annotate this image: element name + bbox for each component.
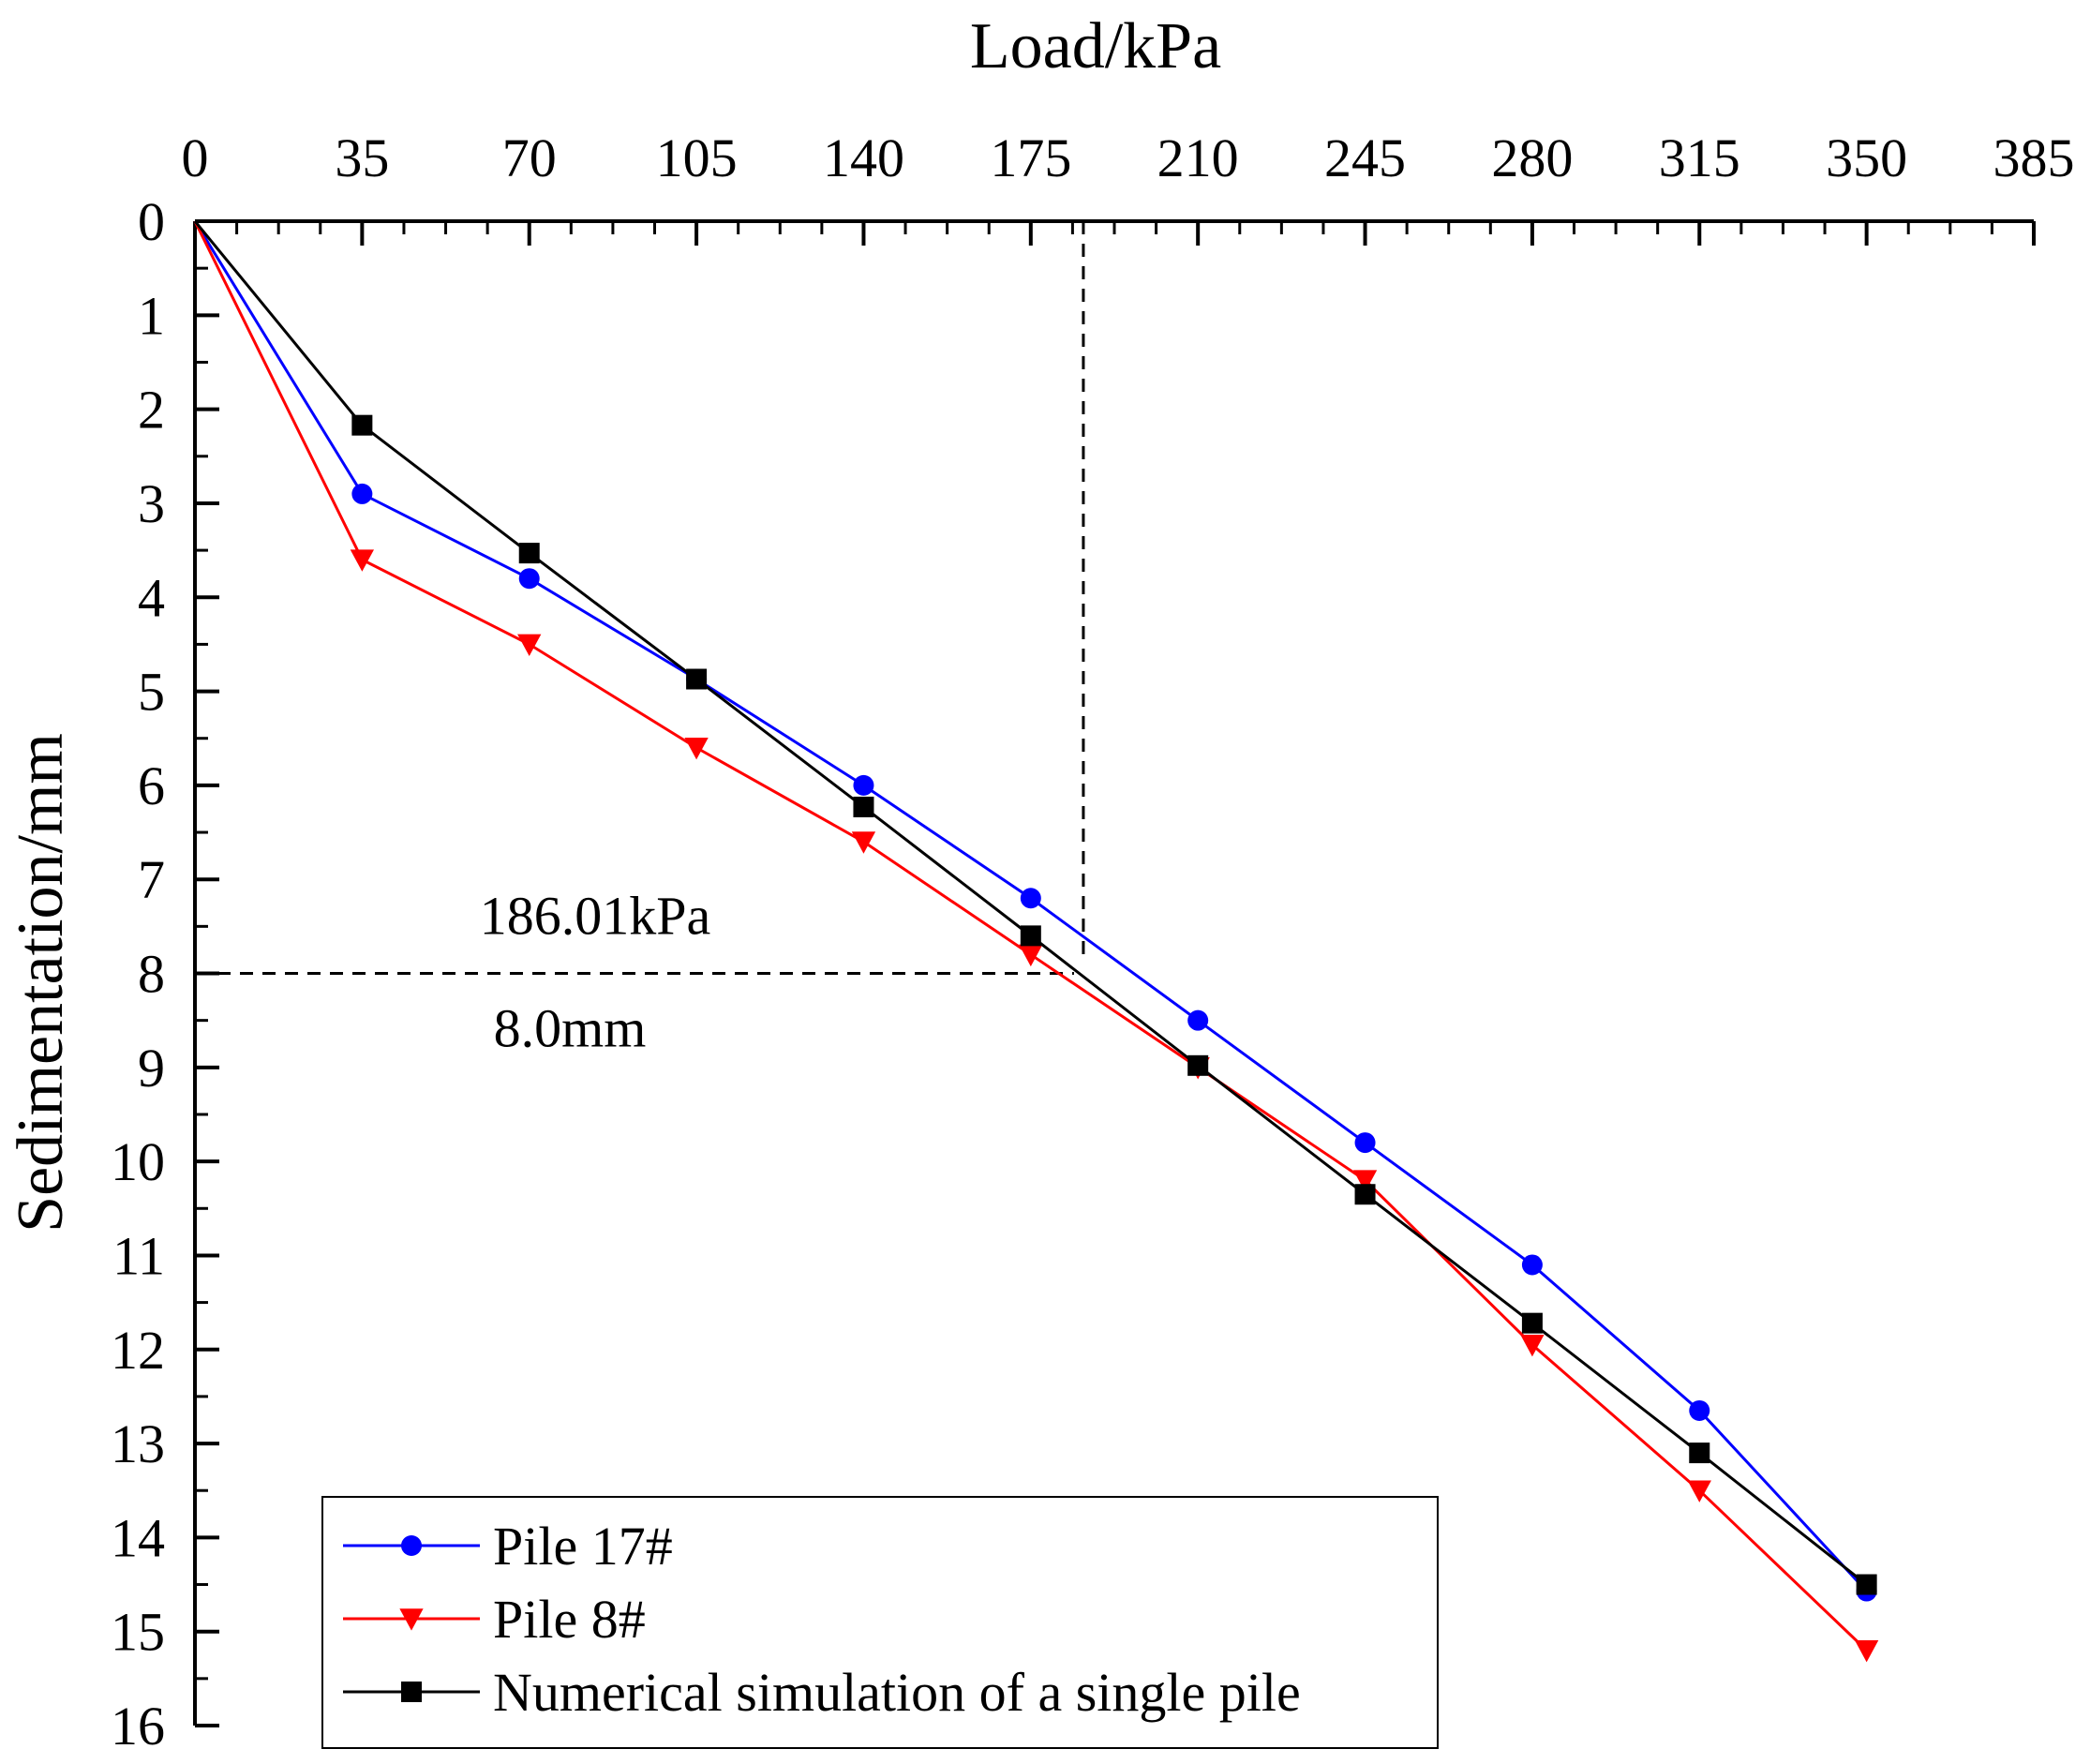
- y-tick-label: 0: [138, 191, 165, 252]
- reference-lines: [195, 221, 1085, 975]
- legend-marker: [401, 1682, 422, 1702]
- y-tick-label: 9: [138, 1038, 165, 1099]
- y-axis-title: Sedimentation/mm: [5, 733, 77, 1233]
- y-tick-label: 1: [138, 285, 165, 346]
- data-point: [1020, 888, 1041, 909]
- data-point: [684, 737, 709, 760]
- data-point: [1187, 1054, 1209, 1076]
- series-2: [193, 220, 1879, 1663]
- x-tick-label: 245: [1324, 127, 1406, 188]
- x-tick-label: 140: [823, 127, 904, 188]
- data-point: [1187, 1009, 1209, 1031]
- series-3: [193, 220, 1877, 1595]
- data-point: [1354, 1132, 1376, 1154]
- reference-load-label: 186.01kPa: [480, 886, 711, 947]
- y-tick-label: 12: [111, 1320, 165, 1381]
- data-point: [853, 796, 874, 817]
- x-tick-label: 175: [990, 127, 1071, 188]
- data-point: [1856, 1574, 1877, 1595]
- data-point: [1687, 1480, 1711, 1502]
- y-tick-label: 3: [138, 473, 165, 534]
- data-point: [351, 414, 373, 436]
- x-tick-label: 70: [502, 127, 557, 188]
- data-point: [351, 483, 373, 504]
- data-point: [517, 634, 542, 657]
- legend-marker: [399, 1608, 424, 1631]
- data-point: [851, 831, 876, 854]
- data-point: [518, 568, 540, 590]
- y-tick-label: 8: [138, 944, 165, 1005]
- x-tick-label: 210: [1157, 127, 1239, 188]
- x-tick-label: 315: [1659, 127, 1740, 188]
- data-point: [1689, 1399, 1710, 1421]
- data-point: [1689, 1443, 1710, 1464]
- series-group: [193, 220, 1879, 1663]
- legend-items: Pile 17# Pile 8# Numerical simulation of a…: [343, 1516, 1301, 1723]
- y-tick-label: 10: [111, 1131, 165, 1192]
- y-tick-label: 7: [138, 849, 165, 910]
- data-point: [1352, 1170, 1378, 1192]
- legend: Pile 17# Pile 8# Numerical simulation of a…: [321, 1496, 1439, 1749]
- legend-item: Numerical simulation of a single pile: [343, 1662, 1301, 1723]
- y-tick-label: 4: [138, 567, 165, 628]
- x-tick-label: 385: [1993, 127, 2075, 188]
- data-point: [350, 549, 375, 572]
- data-point: [1020, 925, 1041, 947]
- axes: 0 35 70 105 140 175 210 245 280 315 350 38501234567…: [111, 127, 2075, 1757]
- data-point: [1521, 1254, 1543, 1276]
- legend-label: Pile 8#: [493, 1589, 646, 1650]
- x-tick-label: 35: [335, 127, 389, 188]
- legend-item: Pile 17#: [343, 1516, 673, 1577]
- x-tick-label: 105: [656, 127, 738, 188]
- y-tick-label: 14: [111, 1507, 165, 1568]
- data-point: [1521, 1312, 1543, 1334]
- legend-label: Pile 17#: [493, 1516, 673, 1577]
- x-tick-label: 0: [182, 127, 209, 188]
- data-point: [1019, 944, 1043, 967]
- y-tick-label: 11: [112, 1225, 165, 1286]
- legend-marker: [401, 1535, 422, 1556]
- y-tick-label: 5: [138, 662, 165, 723]
- x-tick-label: 350: [1826, 127, 1907, 188]
- data-point: [853, 774, 874, 796]
- series-1: [193, 220, 1877, 1602]
- data-point: [518, 543, 540, 564]
- reference-settlement-label: 8.0mm: [494, 998, 647, 1059]
- x-tick-label: 280: [1491, 127, 1573, 188]
- x-axis-title: Load/kPa: [970, 10, 1221, 82]
- y-tick-label: 16: [111, 1696, 165, 1757]
- legend-label: Numerical simulation of a single pile: [493, 1662, 1301, 1723]
- y-tick-label: 13: [111, 1413, 165, 1474]
- legend-item: Pile 8#: [343, 1589, 646, 1650]
- y-tick-label: 15: [111, 1602, 165, 1663]
- legend-box: [321, 1496, 1439, 1749]
- y-tick-label: 2: [138, 380, 165, 441]
- data-point: [1854, 1639, 1879, 1663]
- data-point: [1354, 1184, 1376, 1205]
- data-point: [686, 668, 708, 690]
- y-tick-label: 6: [138, 755, 165, 816]
- data-point: [1520, 1334, 1545, 1357]
